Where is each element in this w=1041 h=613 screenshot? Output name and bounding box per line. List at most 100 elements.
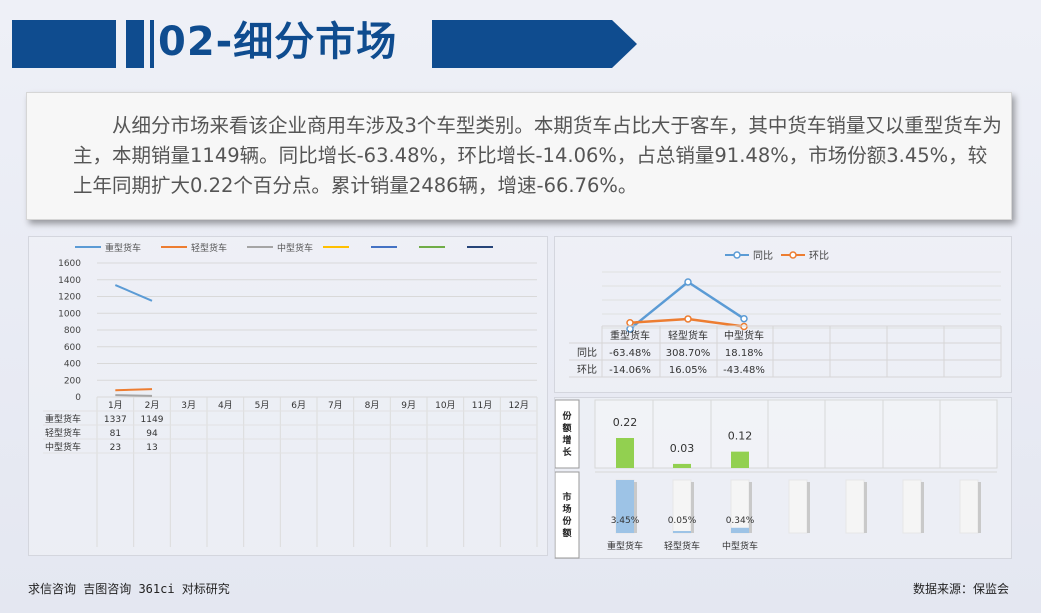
table-value-2-0: 23 xyxy=(110,443,121,453)
share-bar-bg-0-shadow xyxy=(634,482,637,533)
share-bar-label-2: 0.34% xyxy=(726,516,755,526)
share-cat-label-1: 轻型货车 xyxy=(664,540,700,552)
footer-credits: 求信咨询 吉图咨询 361ci 对标研究 xyxy=(28,582,230,596)
growth-bar-label-1: 0.03 xyxy=(670,442,695,455)
y-tick-label-7: 1400 xyxy=(58,276,81,286)
share-empty-slot-0 xyxy=(788,479,808,534)
header-arrow-icon xyxy=(432,20,637,68)
x-tick-label-11: 12月 xyxy=(508,400,528,411)
growth-bar-label-2: 0.12 xyxy=(728,430,753,443)
table-value-0-1: 1149 xyxy=(141,415,164,425)
growth-bar-0 xyxy=(616,438,634,468)
y-tick-label-6: 1200 xyxy=(58,293,81,303)
share-empty-slot-3-shadow xyxy=(978,482,981,533)
share-bar-bg-1-shadow xyxy=(691,482,694,533)
growth-legend-marker-0 xyxy=(733,251,741,259)
y-tick-label-8: 1600 xyxy=(58,259,81,269)
y-tick-label-5: 1000 xyxy=(58,309,81,319)
growth-value-1-1: 16.05% xyxy=(669,365,707,376)
share-empty-slot-2 xyxy=(902,479,922,534)
growth-value-0-0: -63.48% xyxy=(609,348,651,359)
growth-row-label-0: 同比 xyxy=(577,347,597,359)
header-bar xyxy=(126,20,144,68)
summary-box: 从细分市场来看该企业商用车涉及3个车型类别。本期货车占比大于客车，其中货车销量又… xyxy=(26,92,1012,220)
y-tick-label-0: 0 xyxy=(75,393,81,403)
share-bar-bg-2-shadow xyxy=(749,482,752,533)
x-tick-label-8: 9月 xyxy=(401,400,416,411)
legend-label-2: 中型货车 xyxy=(277,242,313,254)
x-tick-label-0: 1月 xyxy=(108,400,123,411)
share-empty-slot-1 xyxy=(845,479,865,534)
x-tick-label-9: 10月 xyxy=(435,400,455,411)
x-tick-label-2: 3月 xyxy=(181,400,196,411)
share-row-label-box xyxy=(554,471,580,559)
header-block-left xyxy=(12,20,116,68)
growth-bar-2 xyxy=(731,451,749,468)
page-title: 02-细分市场 xyxy=(158,19,398,65)
table-row-label-0: 重型货车 xyxy=(45,413,81,425)
growth-cat-label-2: 中型货车 xyxy=(724,329,764,342)
share-empty-slot-2-shadow xyxy=(921,482,924,533)
series-line-1 xyxy=(115,388,153,392)
share-empty-slot-1-shadow xyxy=(864,482,867,533)
growth-legend-marker-1 xyxy=(789,251,797,259)
growth-value-1-2: -43.48% xyxy=(723,365,765,376)
share-growth-row-label-box xyxy=(554,399,580,469)
x-tick-label-4: 5月 xyxy=(255,400,270,411)
x-tick-label-5: 6月 xyxy=(291,400,306,411)
share-bar-label-0: 3.45% xyxy=(611,516,640,526)
x-tick-label-3: 4月 xyxy=(218,400,233,411)
growth-chart-panel: 同比 环比 重型货车 轻型货车 中型货车 同比 -63.48% 308.70% 18.18% 环比… xyxy=(554,236,1012,393)
share-cat-label-0: 重型货车 xyxy=(607,540,643,552)
x-tick-label-1: 2月 xyxy=(145,400,160,411)
table-value-2-1: 13 xyxy=(146,443,157,453)
legend-label-0: 重型货车 xyxy=(105,242,141,254)
growth-value-0-1: 308.70% xyxy=(666,348,711,359)
growth-legend-label-0: 同比 xyxy=(753,250,773,262)
table-value-1-0: 81 xyxy=(110,429,121,439)
growth-point-1-1 xyxy=(684,315,692,323)
growth-point-0-2 xyxy=(740,314,748,323)
share-empty-slot-0-shadow xyxy=(807,482,810,533)
table-row-label-2: 中型货车 xyxy=(45,441,81,453)
x-tick-label-6: 7月 xyxy=(328,400,343,411)
header-bar-thin xyxy=(150,20,154,68)
table-row-label-1: 轻型货车 xyxy=(45,427,81,439)
growth-point-0-1 xyxy=(684,278,692,286)
growth-value-1-0: -14.06% xyxy=(609,365,651,376)
share-bar-1 xyxy=(673,531,691,533)
share-bar-label-1: 0.05% xyxy=(668,516,697,526)
y-tick-label-2: 400 xyxy=(64,360,81,370)
growth-cat-label-1: 轻型货车 xyxy=(668,329,708,342)
table-value-0-0: 1337 xyxy=(104,415,127,425)
share-empty-slot-3 xyxy=(959,479,979,534)
growth-legend-label-1: 环比 xyxy=(809,250,829,262)
growth-row-label-1: 环比 xyxy=(577,364,597,376)
x-tick-label-7: 8月 xyxy=(365,400,380,411)
growth-value-0-2: 18.18% xyxy=(725,348,763,359)
y-tick-label-3: 600 xyxy=(64,343,81,353)
growth-bar-label-0: 0.22 xyxy=(613,416,638,429)
share-chart-panel: 份额增长市场份额 0.22 0.03 0.12 3.45% 重型货车 0.05% 轻型货车 0.… xyxy=(554,397,1012,559)
x-tick-label-10: 11月 xyxy=(472,400,492,411)
footer-source: 数据来源：保监会 xyxy=(912,582,1009,596)
y-tick-label-4: 800 xyxy=(64,326,81,336)
growth-cat-label-0: 重型货车 xyxy=(610,329,650,342)
monthly-sales-chart: 重型货车 轻型货车 中型货车0200400600800100012001400160… xyxy=(43,242,538,547)
series-line-0 xyxy=(114,284,153,302)
share-bar-0 xyxy=(616,480,634,533)
share-bar-2 xyxy=(731,527,749,533)
series-line-2 xyxy=(115,394,153,397)
share-row-label: 市场份额 xyxy=(562,491,572,539)
share-growth-grid xyxy=(594,399,998,469)
monthly-sales-chart-panel: 重型货车 轻型货车 中型货车 0 200 400 600 800 1000 1200 1400 160… xyxy=(28,236,548,556)
y-tick-label-1: 200 xyxy=(64,376,81,386)
share-growth-row-label: 份额增长 xyxy=(562,410,572,458)
growth-point-1-0 xyxy=(626,319,634,327)
growth-bar-1 xyxy=(673,463,691,468)
share-cat-label-2: 中型货车 xyxy=(722,540,758,552)
table-value-1-1: 94 xyxy=(146,429,158,439)
legend-label-1: 轻型货车 xyxy=(191,242,227,254)
